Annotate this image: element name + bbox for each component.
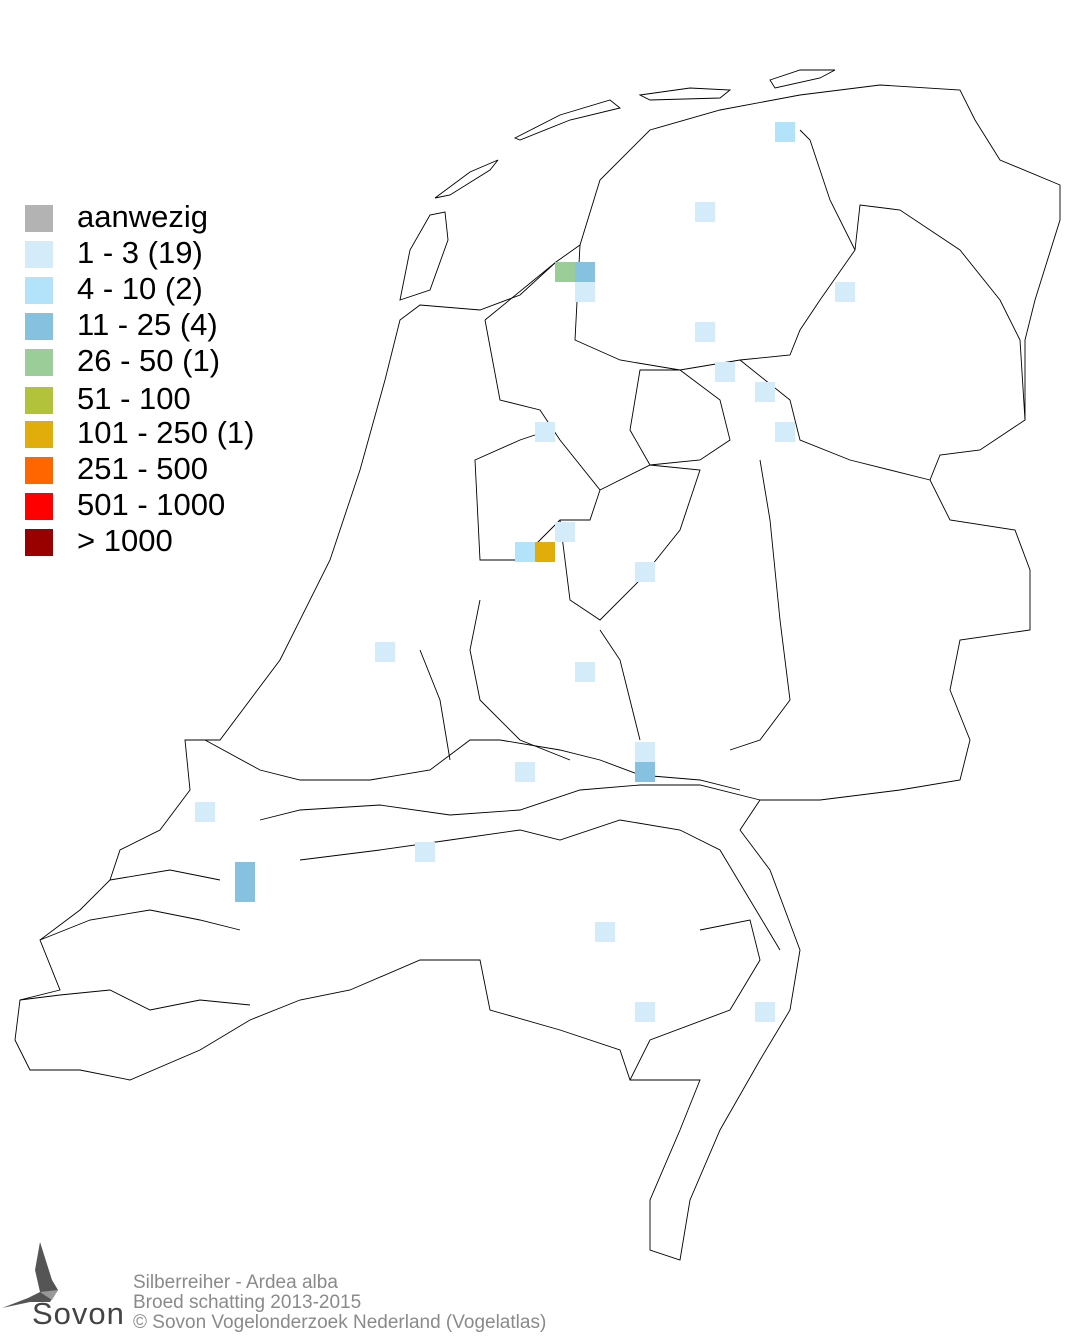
grid-cell bbox=[535, 422, 555, 442]
river-rhine bbox=[204, 739, 741, 791]
legend-swatch bbox=[25, 529, 53, 556]
afsluitdijk bbox=[484, 261, 557, 321]
wadden-island-texel bbox=[399, 211, 449, 301]
wadden-island-ameland bbox=[638, 87, 732, 101]
sovon-bird-logo bbox=[2, 1242, 58, 1308]
province-border-utrecht bbox=[419, 599, 571, 761]
grid-cell bbox=[755, 1002, 775, 1022]
species-name: Silberreiher - Ardea alba bbox=[133, 1272, 338, 1293]
grid-cell bbox=[555, 262, 575, 282]
grid-cell bbox=[775, 122, 795, 142]
legend-label: 11 - 25 (4) bbox=[77, 307, 218, 342]
mainland-border bbox=[14, 84, 1061, 1261]
legend-label: 251 - 500 bbox=[77, 451, 208, 486]
wadden-island-terschelling bbox=[513, 99, 621, 141]
province-border-brabant bbox=[629, 919, 761, 1081]
grid-cell bbox=[575, 262, 595, 282]
map-credits: Silberreiher - Ardea alba Broed schattin… bbox=[133, 1273, 546, 1333]
legend-swatch bbox=[25, 241, 53, 268]
grid-cell bbox=[635, 562, 655, 582]
province-border-overijssel bbox=[729, 359, 931, 751]
grid-cell bbox=[515, 762, 535, 782]
distribution-cells bbox=[195, 122, 855, 1022]
legend-label: 4 - 10 (2) bbox=[77, 271, 203, 306]
legend-label: 51 - 100 bbox=[77, 381, 191, 416]
river-waal bbox=[259, 784, 761, 821]
legend-label: 501 - 1000 bbox=[77, 487, 226, 522]
wadden-island-schiermonnikoog bbox=[769, 69, 836, 89]
grid-cell bbox=[595, 922, 615, 942]
flevoland-border bbox=[559, 464, 701, 621]
legend-swatch bbox=[25, 205, 53, 232]
legend-swatch bbox=[25, 313, 53, 340]
grid-cell bbox=[635, 1002, 655, 1022]
legend-swatch bbox=[25, 387, 53, 414]
legend-swatch bbox=[25, 493, 53, 520]
grid-cell bbox=[415, 842, 435, 862]
grid-cell bbox=[715, 362, 735, 382]
legend-swatch bbox=[25, 457, 53, 484]
legend-swatch bbox=[25, 277, 53, 304]
legend-swatch bbox=[25, 421, 53, 448]
ijsselmeer-shore bbox=[474, 319, 601, 561]
river-maas bbox=[299, 819, 781, 951]
river-ijssel bbox=[599, 629, 641, 741]
province-border-drenthe bbox=[854, 204, 1026, 421]
grid-cell bbox=[695, 322, 715, 342]
grid-cell bbox=[515, 542, 535, 562]
legend-label: > 1000 bbox=[77, 523, 173, 558]
grid-cell bbox=[375, 642, 395, 662]
zeeland-islands bbox=[19, 869, 251, 1011]
wadden-island-vlieland bbox=[434, 159, 499, 199]
grid-cell bbox=[535, 542, 555, 562]
grid-cell bbox=[555, 522, 575, 542]
grid-cell bbox=[575, 282, 595, 302]
legend-label: aanwezig bbox=[77, 199, 208, 234]
legend-label: 26 - 50 (1) bbox=[77, 343, 221, 378]
noordoostpolder-border bbox=[629, 369, 731, 466]
survey-period: Broed schatting 2013-2015 bbox=[133, 1292, 362, 1313]
grid-cell bbox=[575, 662, 595, 682]
grid-cell bbox=[755, 382, 775, 402]
legend-label: 1 - 3 (19) bbox=[77, 235, 203, 270]
grid-cell bbox=[235, 882, 255, 902]
grid-cell bbox=[835, 282, 855, 302]
legend-label: 101 - 250 (1) bbox=[77, 415, 255, 450]
grid-cell bbox=[635, 762, 655, 782]
grid-cell bbox=[195, 802, 215, 822]
country-outline bbox=[14, 69, 1061, 1261]
sovon-logo-text: Sovon bbox=[32, 1296, 125, 1331]
grid-cell bbox=[775, 422, 795, 442]
grid-cell bbox=[695, 202, 715, 222]
province-border-friesland bbox=[574, 129, 856, 371]
legend-swatch bbox=[25, 349, 53, 376]
grid-cell bbox=[235, 862, 255, 882]
copyright: © Sovon Vogelonderzoek Nederland (Vogela… bbox=[133, 1312, 547, 1333]
grid-cell bbox=[635, 742, 655, 762]
